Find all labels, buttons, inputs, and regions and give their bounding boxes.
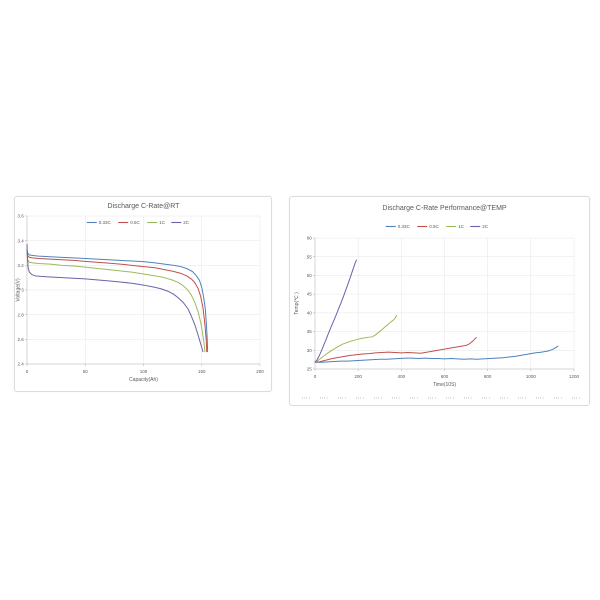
y-tick-label: 35 — [307, 329, 313, 334]
y-tick-label: 3.4 — [18, 238, 25, 243]
legend-label-1C: 1C — [458, 224, 465, 229]
y-tick-label: 50 — [307, 273, 313, 278]
y-tick-label: 2.6 — [18, 337, 25, 342]
series-line-2C — [314, 259, 357, 363]
series-line-1C — [26, 252, 206, 353]
y-tick-label: 30 — [307, 348, 313, 353]
y-tick-label: 25 — [307, 367, 313, 372]
legend-label-2C: 2C — [183, 220, 190, 225]
y-tick-label: 3 — [21, 288, 24, 293]
x-tick-label: 1000 — [526, 374, 537, 379]
data-table-artifact — [302, 397, 583, 399]
x-tick-label: 200 — [256, 369, 264, 374]
x-tick-label: 150 — [198, 369, 206, 374]
y-axis-label: Voltage(V) — [16, 278, 22, 302]
y-tick-label: 3.6 — [18, 214, 25, 219]
legend-label-0.5C: 0.5C — [429, 224, 439, 229]
x-tick-label: 400 — [398, 374, 406, 379]
series-line-0.33C — [314, 345, 559, 363]
y-tick-label: 45 — [307, 292, 313, 297]
x-axis-label: Time(10S) — [433, 382, 456, 388]
y-tick-label: 55 — [307, 254, 313, 259]
legend-label-1C: 1C — [159, 220, 166, 225]
series-line-1C — [314, 314, 398, 363]
chart-panel-temp-performance[interactable]: 25 30 35 40 45 50 55 60 0 200 400 600 800 1000 1200 Dis… — [289, 196, 590, 406]
series-line-2C — [26, 243, 204, 353]
series-line-0.33C — [26, 248, 209, 353]
chart-title: Discharge C-Rate Performance@TEMP — [382, 205, 507, 212]
x-tick-label: 0 — [314, 374, 317, 379]
x-tick-label: 50 — [83, 369, 89, 374]
y-tick-label: 40 — [307, 310, 313, 315]
legend-label-0.33C: 0.33C — [99, 220, 112, 225]
y-tick-label: 3.2 — [18, 263, 25, 268]
x-tick-label: 0 — [26, 369, 29, 374]
y-tick-label: 2.8 — [18, 312, 25, 317]
legend-label-0.33C: 0.33C — [398, 224, 411, 229]
chart-svg-discharge-rt: 2.4 2.6 2.8 3 3.2 3.4 3.6 0 50 100 150 200 Discharge… — [16, 203, 265, 383]
y-axis-label: Temp(℃ ) — [294, 292, 300, 315]
x-tick-label: 800 — [484, 374, 492, 379]
legend-label-0.5C: 0.5C — [130, 220, 140, 225]
legend-label-2C: 2C — [482, 224, 489, 229]
x-axis-label: Capacity(Ah) — [129, 377, 158, 383]
chart-title: Discharge C-Rate@RT — [108, 203, 181, 210]
x-tick-label: 1200 — [569, 374, 580, 379]
y-tick-label: 60 — [307, 236, 313, 241]
x-tick-label: 200 — [354, 374, 362, 379]
y-tick-label: 2.4 — [18, 362, 25, 367]
series-line-0.5C — [26, 250, 208, 353]
x-tick-label: 600 — [441, 374, 449, 379]
x-tick-label: 100 — [140, 369, 148, 374]
chart-panel-discharge-rt[interactable]: 2.4 2.6 2.8 3 3.2 3.4 3.6 0 50 100 150 200 Discharge… — [14, 196, 272, 392]
series-line-0.5C — [314, 337, 477, 363]
